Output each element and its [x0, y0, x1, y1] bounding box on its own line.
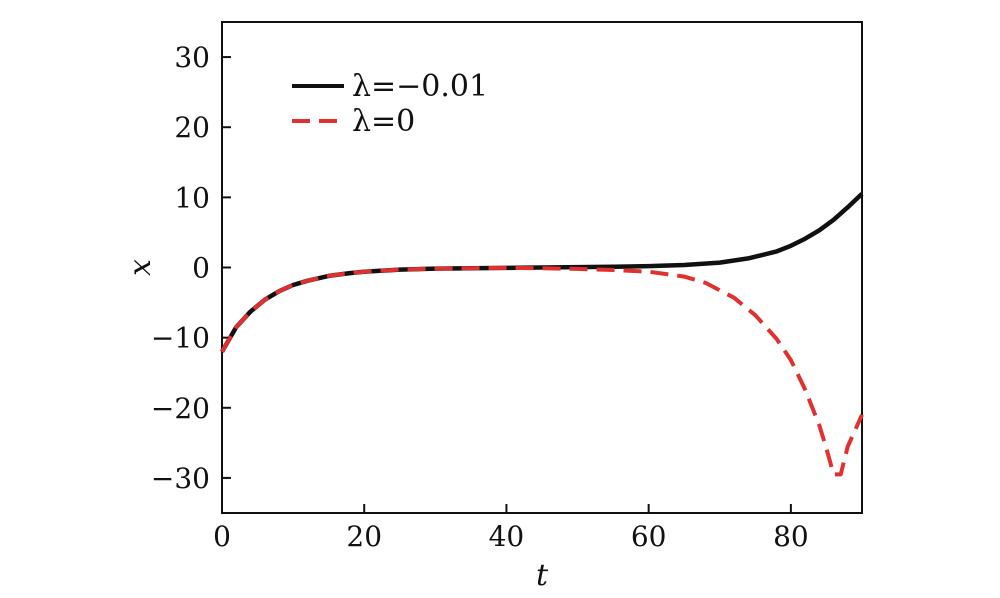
legend-label-1: λ=−0.01: [352, 69, 488, 104]
y-tick-label: 20: [174, 111, 210, 144]
y-tick-label: −20: [151, 392, 210, 425]
y-tick-label: 0: [192, 252, 210, 285]
x-axis-label: t: [536, 558, 549, 593]
ticks-group: 0 20 40 60 80 −30 −20 −10 0 10 20 30: [151, 41, 809, 553]
series-group: [220, 192, 864, 477]
x-tick-label: 80: [773, 520, 809, 553]
legend: λ=−0.01λ=0: [292, 69, 488, 139]
x-tick-label: 0: [213, 520, 231, 553]
y-tick-label: −10: [151, 322, 210, 355]
series-line-2: [220, 265, 864, 477]
x-tick-label: 60: [631, 520, 667, 553]
x-tick-label: 20: [346, 520, 382, 553]
legend-label-2: λ=0: [352, 104, 415, 139]
y-tick-label: −30: [151, 462, 210, 495]
y-axis-label: x: [123, 259, 158, 276]
x-tick-label: 40: [489, 520, 525, 553]
y-tick-label: 30: [174, 41, 210, 74]
series-line-1: [220, 192, 864, 353]
y-tick-label: 10: [174, 181, 210, 214]
